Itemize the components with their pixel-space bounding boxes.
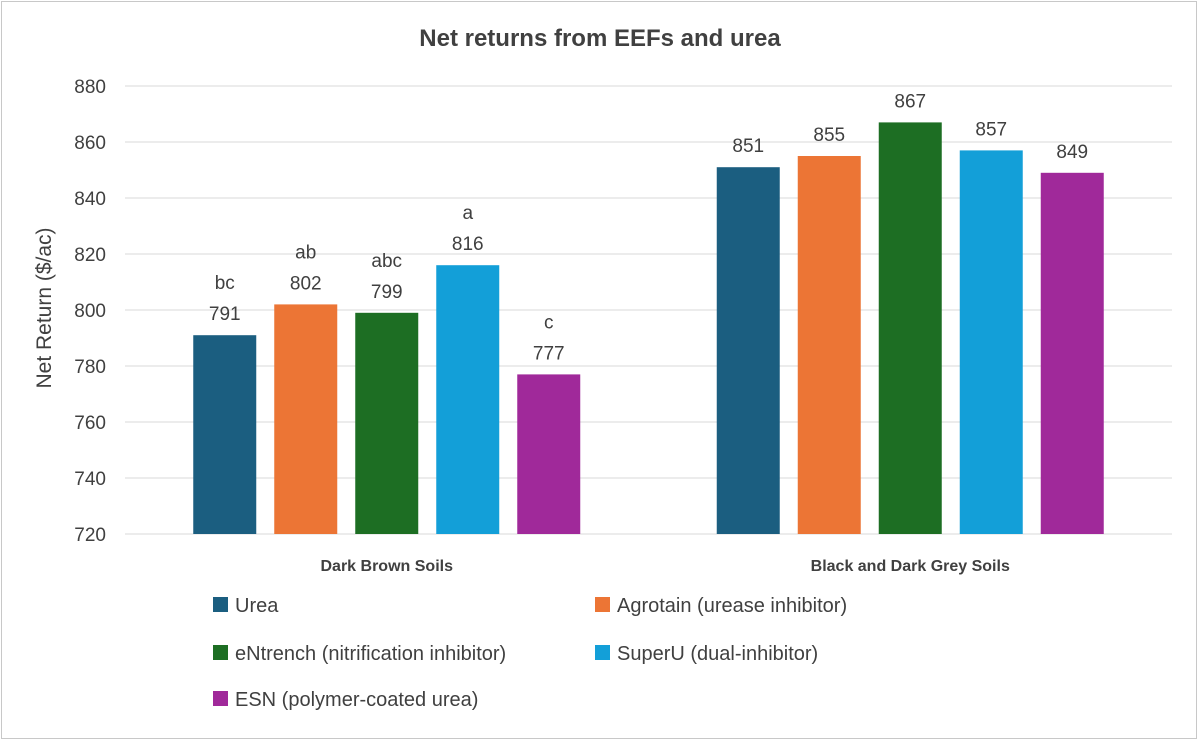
data-label-letter: c [544, 312, 554, 333]
y-axis-ticks: 720 740 760 780 800 820 840 860 880 [74, 77, 106, 546]
legend-label: eNtrench (nitrification inhibitor) [235, 643, 506, 665]
bar [274, 304, 338, 534]
legend-swatch [595, 645, 610, 660]
bar [1040, 172, 1104, 535]
data-label-value: 855 [813, 125, 845, 146]
bar [355, 312, 419, 534]
data-label-value: 849 [1056, 142, 1088, 163]
y-tick-label: 760 [74, 413, 106, 434]
y-tick-label: 820 [74, 245, 106, 266]
y-tick-label: 880 [74, 77, 106, 98]
data-label-value: 777 [533, 343, 565, 364]
legend-label: Urea [235, 595, 279, 617]
legend-swatch [213, 691, 228, 706]
bar [193, 335, 257, 534]
legend-label: ESN (polymer-coated urea) [235, 689, 478, 711]
data-labels: 791 bc 802 ab 799 abc 816 a 777 c 851 855 867 857 849 [209, 91, 1088, 364]
bars [193, 122, 1104, 535]
y-tick-label: 780 [74, 357, 106, 378]
bar [959, 150, 1023, 534]
legend-swatch [595, 597, 610, 612]
y-tick-label: 800 [74, 301, 106, 322]
legend-swatch [213, 597, 228, 612]
data-label-value: 802 [290, 273, 322, 294]
y-axis-label: Net Return ($/ac) [33, 227, 56, 388]
legend-label: Agrotain (urease inhibitor) [617, 595, 847, 617]
legend-swatch [213, 645, 228, 660]
y-tick-label: 840 [74, 189, 106, 210]
bar [517, 374, 581, 534]
x-axis-ticks: Dark Brown Soils Black and Dark Grey Soil… [321, 558, 1010, 575]
data-label-letter: ab [295, 242, 316, 263]
data-label-letter: a [462, 203, 473, 224]
y-tick-label: 720 [74, 525, 106, 546]
y-tick-label: 740 [74, 469, 106, 490]
bar [436, 265, 500, 534]
bar [716, 167, 780, 534]
data-label-value: 867 [894, 91, 926, 112]
data-label-letter: bc [215, 273, 235, 294]
data-label-value: 791 [209, 304, 241, 325]
legend: Urea Agrotain (urease inhibitor) eNtrench … [213, 595, 847, 711]
y-tick-label: 860 [74, 133, 106, 154]
chart-title: Net returns from EEFs and urea [419, 25, 781, 52]
data-label-letter: abc [371, 251, 402, 272]
data-label-value: 816 [452, 234, 484, 255]
legend-label: SuperU (dual-inhibitor) [617, 643, 818, 665]
data-label-value: 857 [975, 119, 1007, 140]
data-label-value: 851 [732, 136, 764, 157]
bar [797, 156, 861, 534]
data-label-value: 799 [371, 282, 403, 303]
x-tick-label: Dark Brown Soils [321, 558, 454, 575]
x-tick-label: Black and Dark Grey Soils [811, 558, 1010, 575]
bar [878, 122, 942, 535]
